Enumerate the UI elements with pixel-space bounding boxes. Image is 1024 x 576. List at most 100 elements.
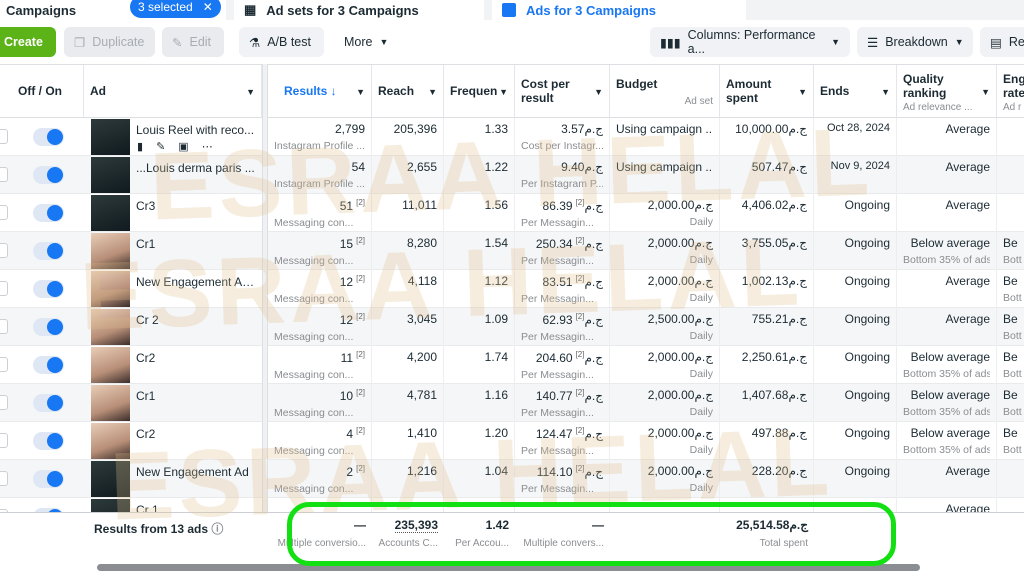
ad-thumbnail[interactable]	[91, 271, 130, 307]
table-row[interactable]: Cr2 4 [2] Messaging con... 1,410 1.20 124.…	[0, 422, 1024, 460]
caret-down-icon[interactable]: ▼	[594, 87, 603, 97]
on-off-toggle[interactable]	[33, 470, 64, 488]
breakdown-button[interactable]: ☰ Breakdown ▼	[857, 27, 973, 57]
ad-thumbnail[interactable]	[91, 157, 130, 193]
ad-name-link[interactable]: Cr1	[136, 389, 156, 403]
caret-down-icon[interactable]: ▼	[881, 87, 890, 97]
table-row[interactable]: New Engagement Ad... 12 [2] Messaging con.…	[0, 270, 1024, 308]
header-budget[interactable]: Budget Ad set	[610, 65, 720, 118]
on-off-toggle[interactable]	[33, 508, 64, 514]
caret-down-icon[interactable]: ▼	[981, 87, 990, 97]
more-button[interactable]: More ▼	[344, 35, 389, 49]
tab-campaigns[interactable]: Campaigns 3 selected ✕	[0, 0, 226, 20]
tab-ads[interactable]: Ads for 3 Campaigns	[492, 0, 746, 20]
ad-thumbnail[interactable]	[91, 233, 130, 269]
row-checkbox[interactable]	[0, 167, 8, 182]
caret-down-icon[interactable]: ▼	[356, 87, 365, 97]
create-button[interactable]: Create	[0, 27, 56, 57]
tab-adsets[interactable]: ▦ Ad sets for 3 Campaigns	[234, 0, 484, 20]
ad-name-link[interactable]: Cr 2	[136, 313, 159, 327]
row-checkbox[interactable]	[0, 509, 8, 514]
footnote[interactable]: [2]	[356, 198, 365, 207]
row-checkbox[interactable]	[0, 129, 8, 144]
on-off-toggle[interactable]	[33, 128, 64, 146]
table-row[interactable]: Cr 2 12 [2] Messaging con... 3,045 1.09 62…	[0, 308, 1024, 346]
ad-name-link[interactable]: Cr1	[136, 237, 156, 251]
ad-name-link[interactable]: Cr3	[136, 199, 156, 213]
header-quality-ranking[interactable]: Quality ranking ▼ Ad relevance ...	[897, 65, 997, 118]
header-results[interactable]: Results ↓ ▼	[268, 65, 372, 118]
table-row[interactable]: Cr1 15 [2] Messaging con... 8,280 1.54 250…	[0, 232, 1024, 270]
footnote[interactable]: [2]	[575, 312, 585, 321]
row-checkbox[interactable]	[0, 319, 8, 334]
more-icon[interactable]: ⋯	[201, 141, 226, 153]
on-off-toggle[interactable]	[33, 356, 64, 374]
footnote[interactable]: [2]	[575, 274, 585, 283]
on-off-toggle[interactable]	[33, 432, 64, 450]
image-icon[interactable]: ▣	[178, 141, 202, 153]
on-off-toggle[interactable]	[33, 394, 64, 412]
footnote[interactable]: [2]	[356, 464, 365, 473]
footnote[interactable]: [2]	[575, 350, 585, 359]
edit-button[interactable]: ✎ Edit	[162, 27, 224, 57]
ad-name-link[interactable]: Cr2	[136, 351, 156, 365]
ad-thumbnail[interactable]	[91, 423, 130, 459]
caret-down-icon[interactable]: ▼	[499, 87, 508, 97]
caret-down-icon[interactable]: ▼	[246, 87, 255, 97]
on-off-toggle[interactable]	[33, 242, 64, 260]
footnote[interactable]: [2]	[575, 198, 585, 207]
footnote[interactable]: [2]	[575, 388, 585, 397]
footnote[interactable]: [2]	[575, 426, 585, 435]
ad-name-link[interactable]: ...Louis derma paris ...	[136, 161, 255, 175]
close-icon[interactable]: ✕	[202, 0, 213, 14]
footnote[interactable]: [2]	[356, 426, 365, 435]
caret-down-icon[interactable]: ▼	[428, 87, 437, 97]
header-engagement-rate[interactable]: Eng rate Ad r	[997, 65, 1024, 118]
duplicate-button[interactable]: ❐ Duplicate	[64, 27, 155, 57]
ad-thumbnail[interactable]	[91, 499, 130, 514]
on-off-toggle[interactable]	[33, 280, 64, 298]
table-row[interactable]: ...Louis derma paris ... 54 Instagram Pro…	[0, 156, 1024, 194]
on-off-toggle[interactable]	[33, 166, 64, 184]
footnote[interactable]: [2]	[575, 464, 585, 473]
row-checkbox[interactable]	[0, 281, 8, 296]
header-onoff[interactable]: Off / On	[12, 65, 84, 118]
ad-name-link[interactable]: Louis Reel with reco...	[136, 123, 255, 137]
footnote[interactable]: [2]	[575, 236, 585, 245]
footnote[interactable]: [2]	[356, 274, 365, 283]
row-checkbox[interactable]	[0, 433, 8, 448]
footnote[interactable]: [2]	[356, 312, 365, 321]
pencil-icon[interactable]: ✎	[156, 141, 179, 153]
row-checkbox[interactable]	[0, 395, 8, 410]
row-checkbox[interactable]	[0, 205, 8, 220]
ad-name-link[interactable]: New Engagement Ad	[136, 465, 249, 479]
header-ends[interactable]: Ends ▼	[814, 65, 897, 118]
header-ad[interactable]: Ad ▼	[84, 65, 262, 118]
footnote[interactable]: [2]	[356, 236, 365, 245]
horizontal-scrollbar[interactable]	[97, 564, 920, 571]
header-frequency[interactable]: Frequen ▼	[444, 65, 515, 118]
selected-badge[interactable]: 3 selected ✕	[130, 0, 221, 18]
ad-thumbnail[interactable]	[91, 385, 130, 421]
on-off-toggle[interactable]	[33, 204, 64, 222]
table-row[interactable]: Cr1 10 [2] Messaging con... 4,781 1.16 140…	[0, 384, 1024, 422]
columns-button[interactable]: ▮▮▮ Columns: Performance a... ▼	[650, 27, 850, 57]
reports-button[interactable]: ▤ Re	[980, 27, 1024, 57]
footnote[interactable]: [2]	[356, 350, 365, 359]
row-checkbox[interactable]	[0, 243, 8, 258]
chart-icon[interactable]: ▮	[137, 141, 157, 153]
ad-thumbnail[interactable]	[91, 195, 130, 231]
ad-thumbnail[interactable]	[91, 347, 130, 383]
row-checkbox[interactable]	[0, 357, 8, 372]
table-row[interactable]: Cr2 11 [2] Messaging con... 4,200 1.74 204…	[0, 346, 1024, 384]
header-amount-spent[interactable]: Amount spent ▼	[720, 65, 814, 118]
caret-down-icon[interactable]: ▼	[798, 87, 807, 97]
on-off-toggle[interactable]	[33, 318, 64, 336]
row-checkbox[interactable]	[0, 471, 8, 486]
info-icon[interactable]: ⓘ	[211, 522, 224, 536]
ad-name-link[interactable]: Cr2	[136, 427, 156, 441]
table-row[interactable]: New Engagement Ad 2 [2] Messaging con... 1…	[0, 460, 1024, 498]
footnote[interactable]: [2]	[356, 388, 365, 397]
ad-thumbnail[interactable]	[91, 461, 130, 497]
ad-thumbnail[interactable]	[91, 119, 130, 155]
